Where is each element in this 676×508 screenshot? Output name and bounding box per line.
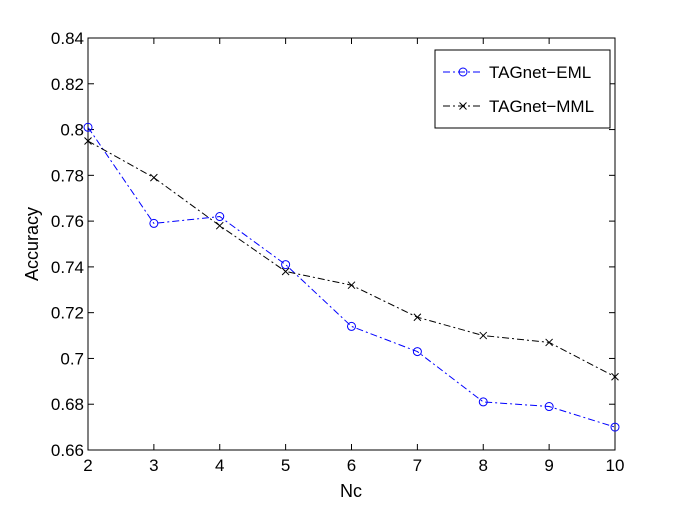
x-tick-label: 7 [413, 456, 422, 475]
data-point [149, 218, 159, 228]
data-point [281, 267, 290, 276]
y-tick-label: 0.74 [51, 258, 84, 277]
data-point [84, 137, 92, 145]
x-tick-label: 4 [215, 456, 224, 475]
data-point [478, 397, 488, 407]
series-line [87, 126, 616, 428]
data-point [281, 260, 291, 270]
y-tick-label: 0.66 [51, 441, 84, 460]
x-tick-label: 5 [281, 456, 290, 475]
y-tick-label: 0.72 [51, 304, 84, 323]
y-tick-label: 0.76 [51, 212, 84, 231]
legend: TAGnet−EML TAGnet−MML [434, 49, 611, 129]
y-tick-label: 0.7 [60, 349, 84, 368]
data-point [544, 402, 554, 412]
axis-ticks: 2 3 4 5 6 7 8 9 10 0.66 0.68 0.7 0.72 0.74 0.76 0.78 0.8… [51, 29, 625, 475]
x-tick-label: 8 [479, 456, 488, 475]
series-layer [83, 122, 620, 432]
y-tick-label: 0.84 [51, 29, 84, 48]
data-point [545, 338, 553, 347]
x-tick-label: 6 [347, 456, 356, 475]
x-axis-title: Nc [340, 481, 362, 501]
x-tick-label: 10 [606, 456, 625, 475]
data-point [610, 422, 620, 432]
series-2 [84, 137, 619, 381]
legend-label: TAGnet−MML [489, 97, 594, 116]
y-tick-label: 0.78 [51, 166, 84, 185]
y-axis-title: Accuracy [22, 207, 42, 281]
legend-swatch-marker [458, 67, 468, 77]
y-tick-label: 0.68 [51, 395, 84, 414]
legend-swatch-marker [459, 102, 467, 110]
data-point [412, 347, 422, 357]
data-point [150, 173, 158, 182]
x-tick-label: 9 [544, 456, 553, 475]
series-1 [83, 122, 620, 432]
data-point [413, 313, 422, 322]
data-point [215, 212, 225, 222]
x-tick-label: 2 [83, 456, 92, 475]
data-point [215, 221, 224, 230]
legend-box [434, 49, 611, 129]
data-point [83, 122, 93, 132]
data-point [479, 331, 488, 340]
y-tick-label: 0.8 [60, 121, 84, 140]
data-point [347, 281, 356, 290]
data-point [611, 372, 619, 381]
x-tick-label: 3 [149, 456, 158, 475]
y-tick-label: 0.82 [51, 75, 84, 94]
legend-label: TAGnet−EML [489, 63, 591, 82]
data-point [347, 321, 356, 331]
